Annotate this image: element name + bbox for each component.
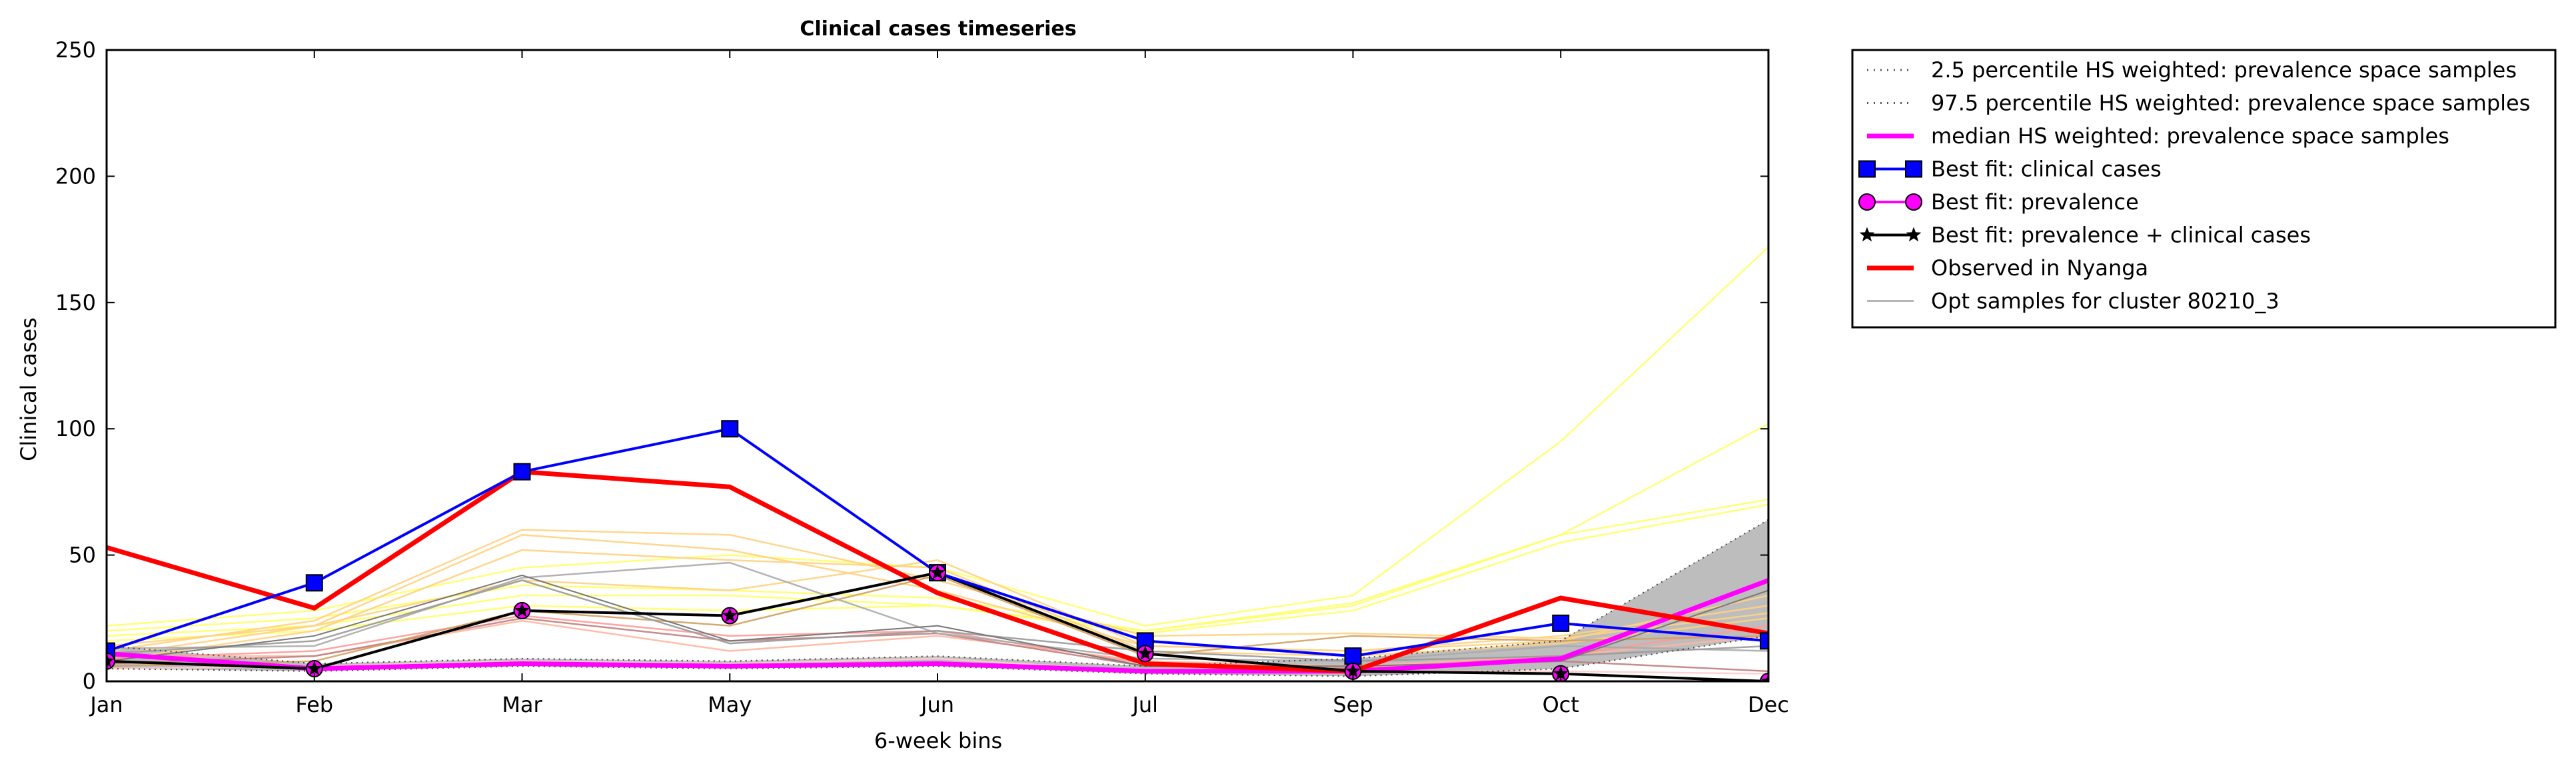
plot-area xyxy=(107,246,1768,681)
percentile-line-1 xyxy=(107,519,1768,667)
bestfit-clinical-line xyxy=(107,427,1768,658)
y-tick-label: 150 xyxy=(55,290,96,315)
x-tick-label: Sep xyxy=(1333,692,1373,717)
legend-entry-label: Best fit: prevalence + clinical cases xyxy=(1931,223,2311,248)
legend-box xyxy=(1851,49,2557,329)
bestfit-clinical-marker xyxy=(1344,647,1362,665)
x-tick-label: Oct xyxy=(1543,692,1579,717)
sample-line-13 xyxy=(107,579,1768,662)
legend-entry-label: Best fit: prevalence xyxy=(1931,189,2139,215)
x-tick-label: Jul xyxy=(1131,692,1158,717)
plot-frame xyxy=(105,49,1770,683)
bestfit-prev-clin-marker xyxy=(514,602,530,617)
median-line xyxy=(107,578,1768,674)
y-tick-label: 50 xyxy=(69,543,96,568)
bestfit-prev-clin-marker xyxy=(1760,673,1768,681)
legend-entry-label: Observed in Nyanga xyxy=(1931,255,2148,281)
legend-entry-label: 97.5 percentile HS weighted: prevalence … xyxy=(1931,91,2530,116)
x-tick-label: Dec xyxy=(1748,692,1789,717)
legend-marker-square xyxy=(1905,160,1922,178)
y-axis-label: Clinical cases xyxy=(16,317,41,461)
sample-line-1 xyxy=(107,423,1768,632)
bestfit-prev-clin-marker xyxy=(1345,663,1361,678)
x-tick-label: Mar xyxy=(502,692,542,717)
sample-line-12 xyxy=(107,561,1768,662)
legend-marker-circle xyxy=(1858,193,1876,211)
bestfit-clinical-marker xyxy=(1552,614,1570,632)
x-tick-label: Jan xyxy=(89,692,123,717)
legend-entry-label: 2.5 percentile HS weighted: prevalence s… xyxy=(1931,57,2517,83)
bestfit-prev-clin-marker xyxy=(307,661,322,675)
bestfit-prev-clin-marker xyxy=(1553,665,1569,681)
observed-line xyxy=(107,469,1768,674)
legend-marker-star xyxy=(1906,227,1922,242)
sample-line-7 xyxy=(107,559,1768,652)
legend-marker-star xyxy=(1859,227,1875,242)
x-axis-label: 6-week bins xyxy=(874,728,1002,753)
y-tick-label: 200 xyxy=(55,163,96,189)
x-tick-label: May xyxy=(708,692,752,717)
bestfit-prev-clin-marker xyxy=(107,653,115,668)
chart-title: Clinical cases timeseries xyxy=(800,17,1076,41)
bestfit-prev-clin-marker xyxy=(722,607,738,623)
x-tick-label: Jun xyxy=(920,692,954,717)
sample-line-14 xyxy=(107,657,1768,675)
bestfit-prev-clin-marker xyxy=(930,565,946,579)
bestfit-prev-clin-marker xyxy=(1137,645,1153,660)
legend-marker-circle xyxy=(1905,193,1922,211)
legend-marker-square xyxy=(1858,160,1876,178)
percentile-band xyxy=(107,519,1768,677)
bestfit-clinical-marker xyxy=(305,574,323,592)
y-tick-label: 0 xyxy=(83,669,96,694)
y-tick-label: 100 xyxy=(55,416,96,441)
legend-entry-label: median HS weighted: prevalence space sam… xyxy=(1931,123,2449,149)
legend-entry-label: Best fit: clinical cases xyxy=(1931,157,2162,182)
bestfit-clinical-marker xyxy=(513,463,531,481)
x-tick-label: Feb xyxy=(295,692,333,717)
bestfit-clinical-marker xyxy=(721,420,739,438)
bestfit-clinical-marker xyxy=(1760,632,1768,650)
y-tick-label: 250 xyxy=(55,37,96,63)
legend-entry-label: Opt samples for cluster 80210_3 xyxy=(1931,289,2279,314)
